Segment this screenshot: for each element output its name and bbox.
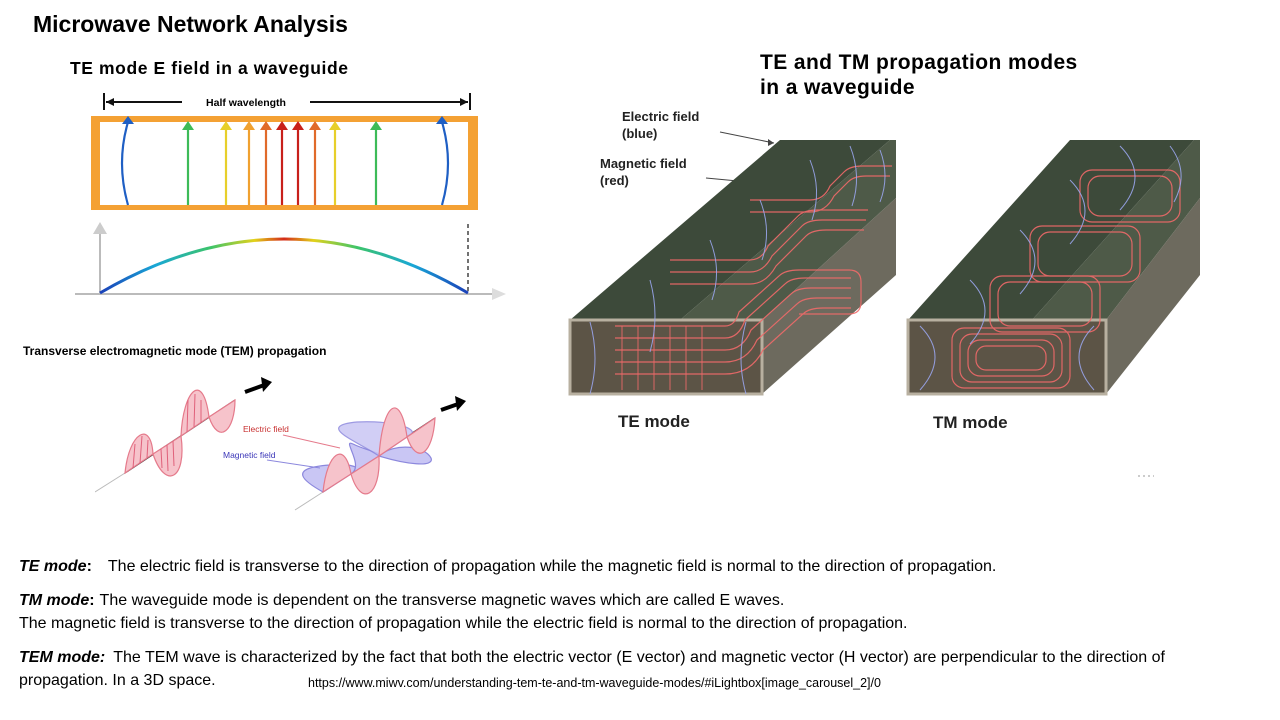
tem-wave-2 — [294, 396, 466, 511]
magnetic-field-label: Magnetic field — [600, 156, 687, 171]
tem-mode-text-1: The TEM wave is characterized by the fac… — [113, 649, 1165, 666]
tm-mode-label: TM mode — [933, 413, 1008, 432]
tem-mode-description: TEM mode: The TEM wave is characterized b… — [19, 646, 1165, 669]
tem-magnetic-field-label: Magnetic field — [223, 450, 276, 460]
te-mode-term: TE mode — [19, 558, 87, 575]
tm-mode-colon: : — [89, 592, 95, 609]
te-mode-waveguide — [568, 140, 896, 396]
te-e-field-diagram: Half wavelength — [75, 93, 506, 300]
magnetic-field-color-label: (red) — [600, 173, 629, 188]
te-e-field-title: TE mode E field in a waveguide — [70, 58, 349, 78]
source-url-link[interactable]: https://www.miwv.com/understanding-tem-t… — [308, 676, 881, 690]
te-tm-title-line-2: in a waveguide — [760, 76, 915, 99]
tm-mode-waveguide — [906, 140, 1200, 396]
te-mode-description: TE mode: The electric field is transverse… — [19, 555, 996, 578]
tem-mode-term: TEM mode: — [19, 649, 106, 666]
tem-mode-text-2: propagation. In a 3D space. — [19, 672, 216, 689]
electric-field-label: Electric field — [622, 109, 699, 124]
tem-wave-1 — [95, 377, 272, 493]
te-mode-text: The electric field is transverse to the … — [107, 558, 997, 575]
tm-mode-text-1: The waveguide mode is dependent on the t… — [99, 592, 785, 609]
tm-mode-text-2: The magnetic field is transverse to the … — [19, 615, 908, 632]
e-field-arrows — [120, 116, 450, 206]
te-tm-modes-title: TE and TM propagation modes in a wavegui… — [760, 50, 1078, 100]
te-tm-waveguide-diagram: Electric field (blue) Magnetic field (re… — [568, 109, 1200, 477]
te-tm-title-line-1: TE and TM propagation modes — [760, 51, 1078, 74]
half-wavelength-label: Half wavelength — [206, 97, 286, 109]
tem-title: Transverse electromagnetic mode (TEM) pr… — [23, 344, 327, 358]
te-mode-colon: : — [86, 558, 92, 575]
electric-field-color-label: (blue) — [622, 126, 657, 141]
tem-propagation-diagram: Electric field Magnetic field — [95, 377, 466, 511]
tm-mode-description: TM mode: The waveguide mode is dependent … — [19, 589, 784, 612]
field-amplitude-curve — [99, 237, 469, 295]
tem-electric-field-label: Electric field — [243, 424, 289, 434]
te-mode-label: TE mode — [618, 412, 690, 431]
slide-title: Microwave Network Analysis — [33, 11, 348, 37]
tm-mode-term: TM mode — [19, 592, 90, 609]
